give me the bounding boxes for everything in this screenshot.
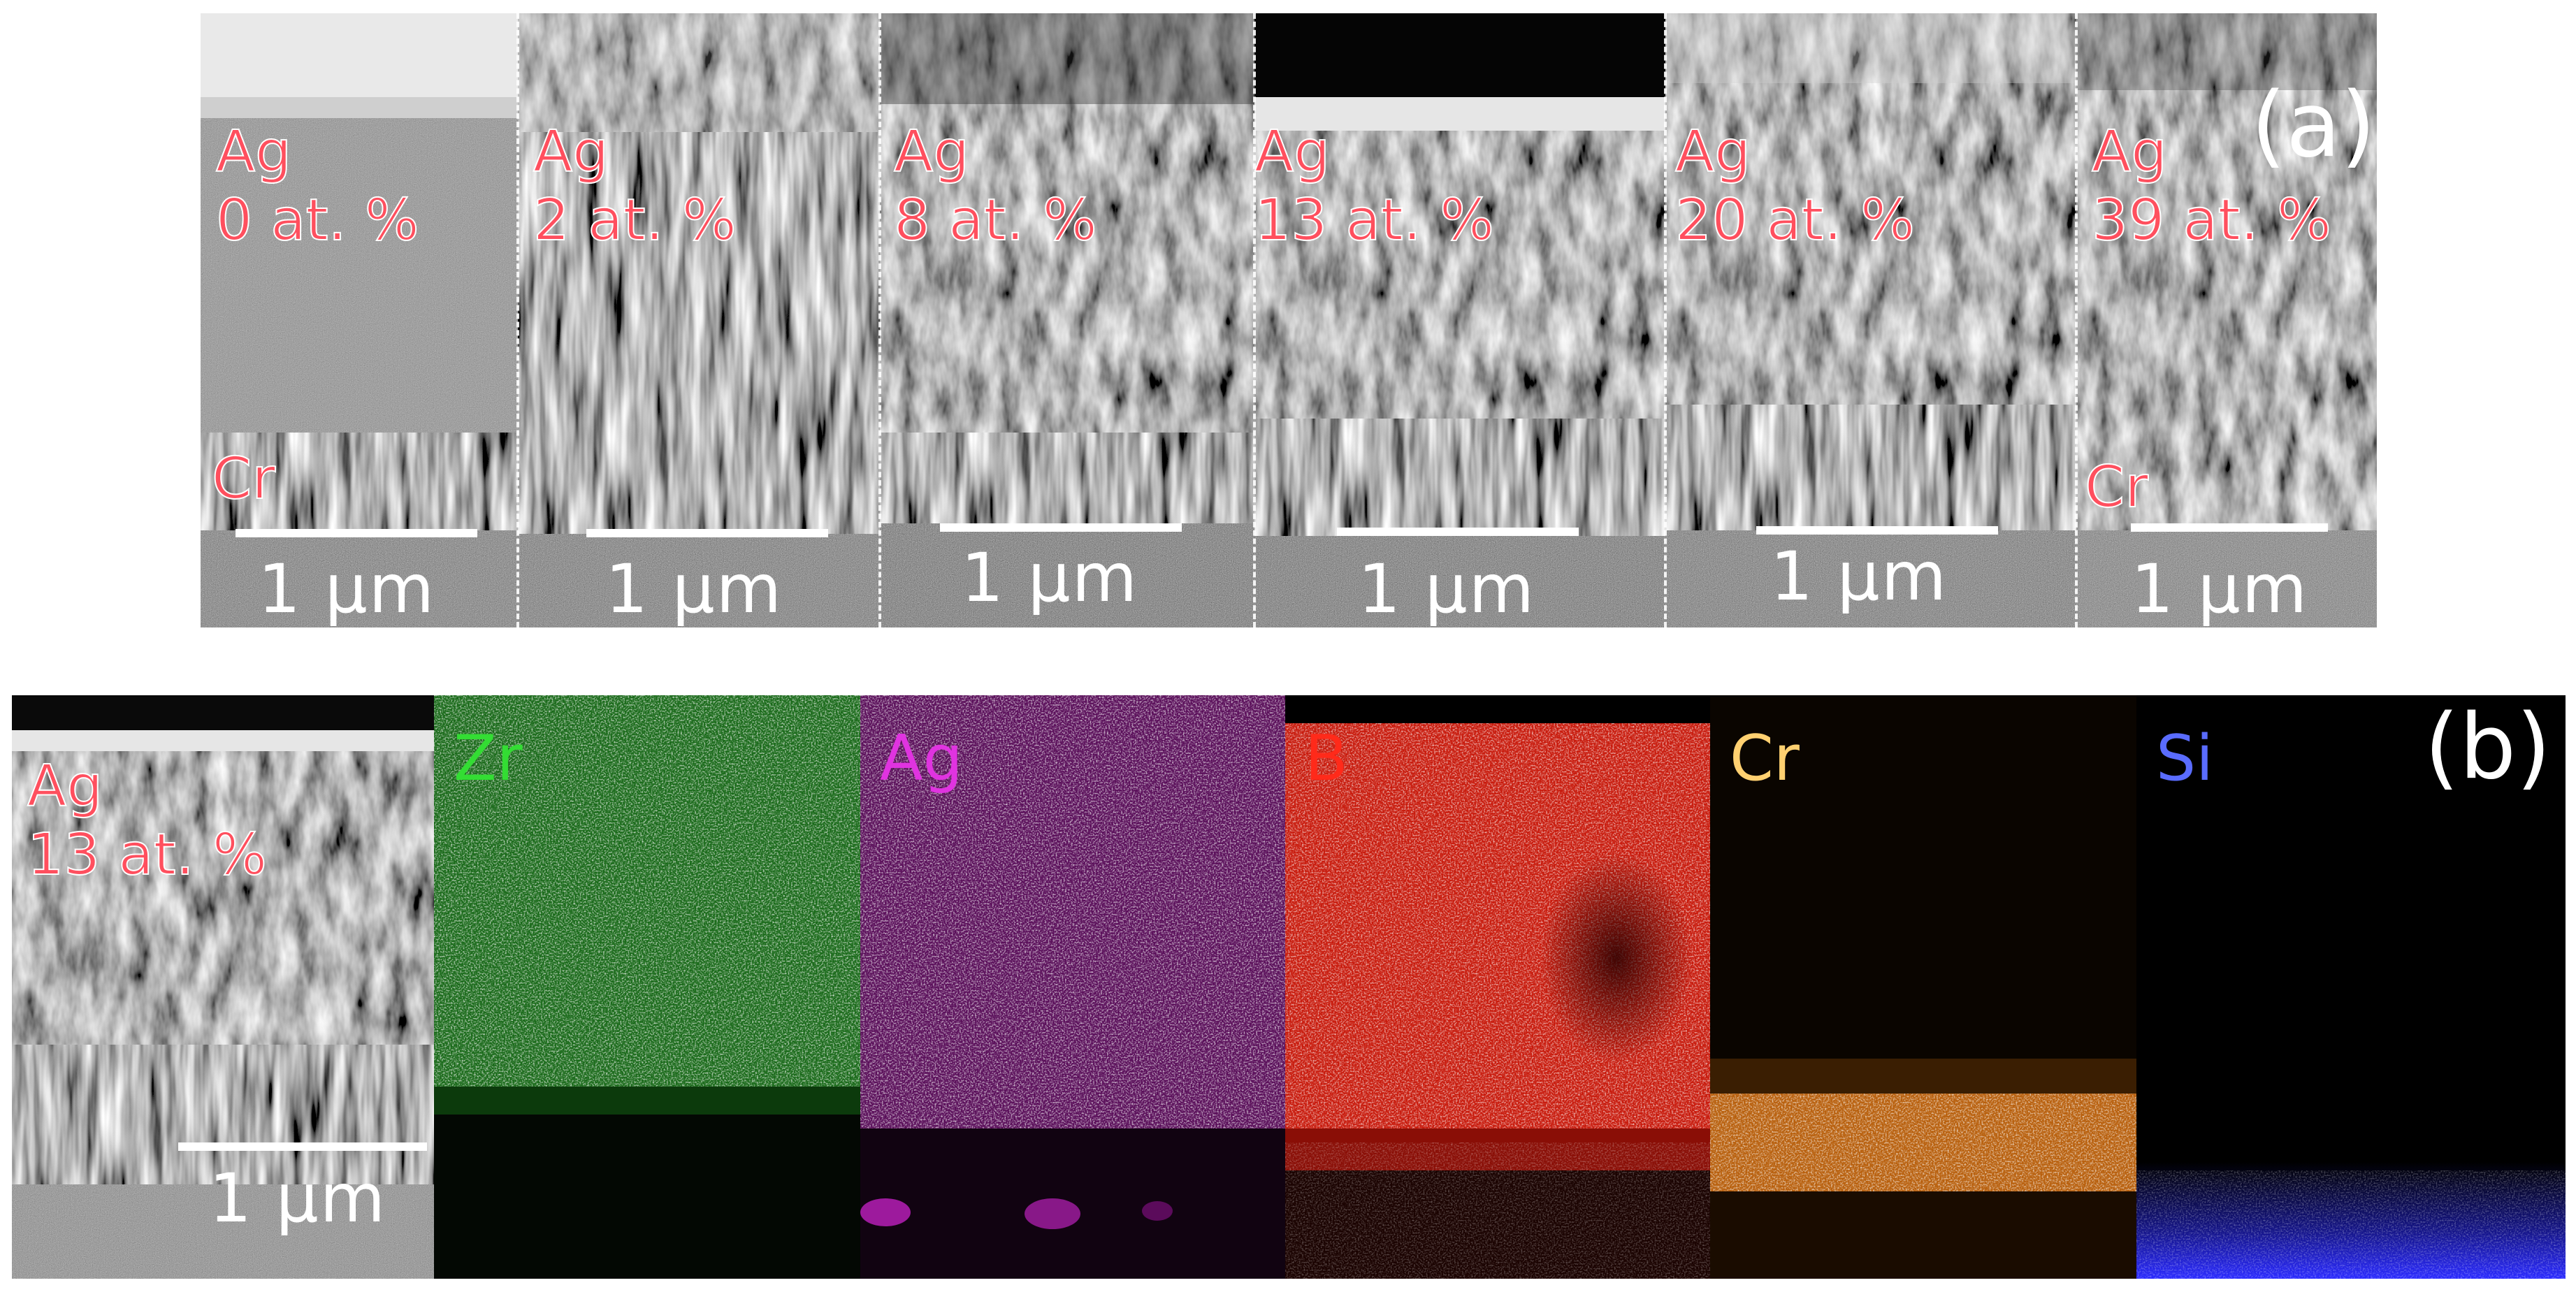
eds-map-cr-image — [1710, 695, 2136, 1279]
panel-divider — [1664, 13, 1667, 627]
panel-divider — [516, 13, 519, 627]
sem-panel-8-at: Ag 8 at. % 1 μm — [880, 13, 1254, 627]
map-label-zr: Zr — [454, 722, 523, 795]
figure-tag-b: (b) — [2424, 695, 2552, 799]
sem-image-13-at — [1254, 13, 1665, 627]
eds-map-si-image — [2136, 695, 2566, 1279]
label-composition: Ag 8 at. % — [893, 118, 1098, 254]
panel-divider — [2075, 13, 2078, 627]
scale-bar-label: 1 μm — [961, 539, 1139, 617]
sem-image-0-at — [201, 13, 518, 627]
eds-map-b: B — [1285, 695, 1710, 1279]
sem-panel-20-at: Ag 20 at. % 1 μm — [1665, 13, 2076, 627]
sem-panel-13-at-reference: Ag 13 at. % 1 μm — [12, 695, 434, 1279]
panel-divider — [1253, 13, 1256, 627]
scale-bar — [178, 1142, 427, 1151]
sem-image-13-at-reference — [12, 695, 434, 1279]
eds-map-ag: Ag — [860, 695, 1285, 1279]
label-cr-layer: Cr — [211, 445, 276, 513]
label-composition: Ag 0 at. % — [215, 118, 420, 254]
sem-panel-2-at: Ag 2 at. % 1 μm — [518, 13, 880, 627]
eds-map-si: Si (b) — [2136, 695, 2566, 1279]
eds-map-ag-image — [860, 695, 1285, 1279]
sem-image-2-at — [518, 13, 880, 627]
map-label-cr: Cr — [1730, 722, 1800, 795]
scale-bar-label: 1 μm — [258, 550, 436, 627]
eds-map-b-image — [1285, 695, 1710, 1279]
sem-panel-39-at: Ag 39 at. % Cr 1 μm (a) — [2076, 13, 2377, 627]
label-composition: Ag 13 at. % — [27, 753, 268, 889]
map-label-si: Si — [2156, 722, 2214, 795]
panel-divider — [878, 13, 881, 627]
scale-bar-label: 1 μm — [209, 1159, 387, 1237]
scale-bar — [236, 529, 477, 537]
map-label-ag: Ag — [880, 722, 963, 795]
sem-panel-0-at: Ag 0 at. % Cr 1 μm — [201, 13, 518, 627]
scale-bar-label: 1 μm — [605, 550, 783, 627]
label-cr-layer: Cr — [2084, 453, 2149, 521]
scale-bar-label: 1 μm — [2131, 550, 2309, 627]
figure-tag-a: (a) — [2251, 73, 2376, 177]
eds-map-cr: Cr — [1710, 695, 2136, 1279]
scale-bar-label: 1 μm — [1770, 537, 1948, 616]
label-composition: Ag 13 at. % — [1254, 118, 1495, 254]
scale-bar — [586, 529, 828, 537]
sem-image-8-at — [880, 13, 1254, 627]
eds-map-zr: Zr — [434, 695, 860, 1279]
label-composition: Ag 39 at. % — [2091, 118, 2332, 254]
eds-map-zr-image — [434, 695, 860, 1279]
scale-bar — [1337, 528, 1579, 536]
map-label-b: B — [1305, 722, 1348, 795]
scale-bar — [940, 523, 1182, 532]
figure-b-eds-maps: Ag 13 at. % 1 μm Zr Ag — [12, 695, 2566, 1279]
figure-a-sem-series: Ag 0 at. % Cr 1 μm Ag 2 at. % 1 μm — [201, 13, 2377, 627]
scale-bar — [2131, 523, 2328, 532]
label-composition: Ag 2 at. % — [533, 118, 737, 254]
label-composition: Ag 20 at. % — [1674, 118, 1916, 254]
scale-bar — [1756, 526, 1998, 535]
scale-bar-label: 1 μm — [1358, 550, 1536, 627]
sem-image-20-at — [1665, 13, 2076, 627]
sem-panel-13-at: Ag 13 at. % 1 μm — [1254, 13, 1665, 627]
